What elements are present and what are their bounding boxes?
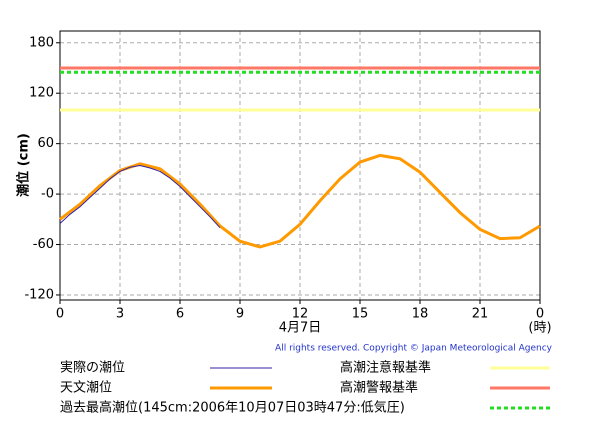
series-line — [59, 153, 541, 249]
x-tick-label: 15 — [352, 307, 369, 322]
y-tick-label: 120 — [29, 86, 54, 101]
copyright: All rights reserved. Copyright © Japan M… — [275, 344, 553, 354]
y-tick-label: 60 — [37, 136, 54, 151]
x-axis-label: 4月7日 — [279, 321, 322, 336]
legend-label: 実際の潮位 — [60, 360, 125, 376]
y-tick-label: -0 — [41, 187, 54, 202]
plot-frame — [59, 30, 541, 301]
y-tick-label: -60 — [33, 237, 54, 252]
legend-label: 過去最高潮位(145cm:2006年10月07日03時47分:低気圧) — [60, 400, 405, 416]
y-tick-label: 180 — [29, 35, 54, 50]
x-tick-label: 0 — [536, 307, 544, 322]
legend-label: 天文潮位 — [60, 381, 112, 396]
x-tick-label: 3 — [116, 307, 124, 322]
series-line — [59, 164, 221, 229]
x-axis-unit: (時) — [528, 321, 551, 336]
x-tick-label: 0 — [56, 307, 64, 322]
x-tick-label: 18 — [412, 307, 429, 322]
x-tick-label: 21 — [472, 307, 489, 322]
legend-label: 高潮警報基準 — [340, 380, 418, 396]
x-tick-label: 6 — [176, 307, 184, 322]
x-tick-label: 12 — [292, 307, 309, 322]
x-tick-label: 9 — [236, 307, 244, 322]
legend-label: 高潮注意報基準 — [340, 360, 431, 376]
y-axis-label: 潮位 (cm) — [16, 133, 32, 197]
y-tick-label: -120 — [24, 287, 54, 302]
